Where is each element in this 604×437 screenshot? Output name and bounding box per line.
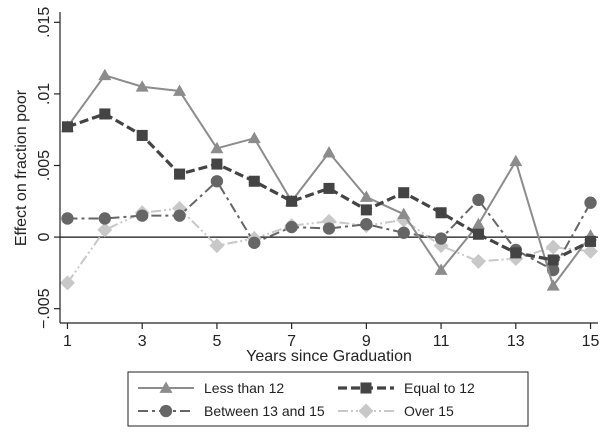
data-point [583, 243, 599, 259]
data-point [173, 209, 186, 222]
data-point [97, 222, 113, 238]
y-tick-label: .015 [36, 7, 53, 38]
data-point [546, 279, 560, 291]
data-point [59, 275, 75, 291]
x-tick-label: 1 [63, 333, 72, 350]
data-point [584, 196, 597, 209]
data-point [510, 247, 522, 259]
data-point [360, 204, 372, 216]
legend: Less than 12 Equal to 12 Between 13 and 15… [127, 371, 529, 427]
data-point [472, 228, 484, 240]
x-tick-label: 7 [287, 333, 296, 350]
legend-item: Between 13 and 15 [138, 403, 325, 419]
data-point [135, 80, 149, 92]
data-point [585, 235, 597, 247]
data-point [209, 238, 225, 254]
series-line [66, 112, 592, 262]
data-point [470, 253, 486, 269]
data-point [210, 141, 224, 154]
data-point [359, 190, 373, 202]
data-point [545, 239, 561, 255]
data-point [285, 220, 298, 234]
data-point [174, 168, 186, 180]
x-tick-label: 13 [507, 333, 525, 350]
y-tick-label: 0 [36, 233, 53, 242]
legend-box [127, 371, 529, 427]
data-point [397, 207, 411, 220]
data-point [322, 146, 336, 158]
data-point [211, 158, 223, 170]
legend-marker [358, 403, 374, 419]
legend-label: Equal to 12 [404, 380, 475, 396]
data-point [435, 207, 447, 219]
series-line [67, 180, 592, 272]
y-tick-label: .005 [36, 150, 53, 181]
x-tick-label: 15 [582, 333, 600, 350]
data-point [210, 175, 224, 188]
y-axis-title: Effect on fraction poor [13, 89, 30, 246]
series-line [66, 207, 591, 284]
data-point [397, 226, 410, 239]
x-tick-label: 11 [433, 333, 450, 350]
data-point [360, 218, 373, 231]
x-tick-label: 5 [212, 333, 221, 350]
data-point [136, 129, 148, 141]
x-axis-title: Years since Graduation [246, 348, 412, 365]
data-point [471, 217, 485, 230]
data-point [98, 212, 112, 225]
data-point [322, 222, 336, 235]
data-point [472, 193, 485, 207]
data-point [98, 68, 112, 81]
data-point [248, 236, 261, 249]
x-tick-label: 3 [138, 333, 147, 350]
x-tick-label: 9 [362, 333, 371, 350]
legend-item: Equal to 12 [338, 380, 475, 396]
data-point [434, 263, 448, 275]
data-point [286, 195, 298, 207]
y-axis: −.005 0 .005 .01 .015 [36, 7, 61, 329]
data-point [547, 254, 559, 266]
legend-marker [159, 404, 173, 418]
data-point [509, 154, 523, 167]
legend-marker [159, 381, 173, 393]
data-point [61, 212, 74, 225]
series-equal-to-12 [61, 108, 597, 266]
data-point [136, 209, 149, 222]
x-axis: 1 3 5 7 9 11 13 15 [60, 322, 600, 350]
data-point [248, 175, 260, 187]
y-tick-label: −.005 [36, 288, 53, 329]
legend-label: Less than 12 [204, 380, 284, 396]
y-tick-label: .01 [36, 83, 53, 105]
data-point [247, 131, 261, 144]
legend-item: Less than 12 [138, 380, 284, 396]
legend-marker [360, 382, 372, 394]
data-point [61, 121, 73, 133]
legend-label: Over 15 [404, 403, 454, 419]
plot-area [59, 68, 599, 291]
legend-label: Between 13 and 15 [204, 403, 325, 419]
data-point [434, 232, 448, 245]
data-point [398, 187, 410, 199]
data-point [173, 84, 187, 96]
data-point [323, 182, 335, 194]
legend-item: Over 15 [338, 403, 454, 419]
data-point [99, 108, 111, 120]
